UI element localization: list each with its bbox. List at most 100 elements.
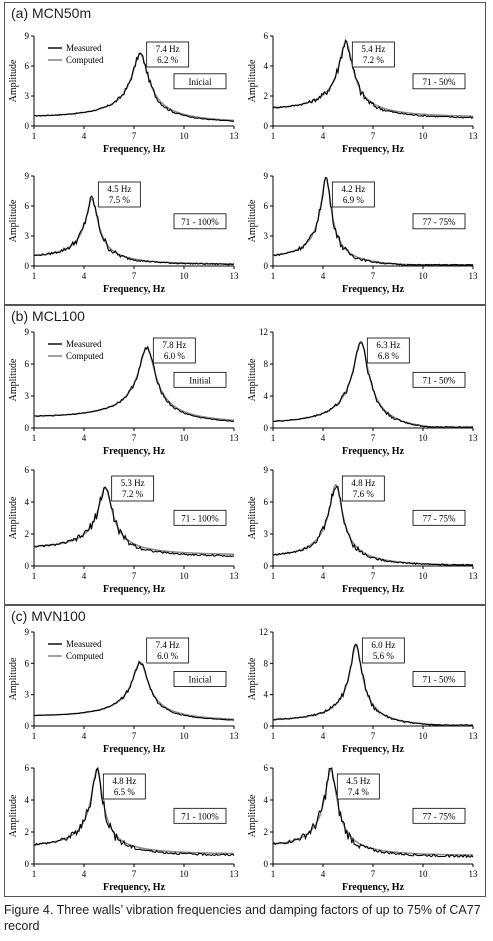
x-tick-label: 13	[230, 731, 240, 741]
section-a-title: (a) MCN50m	[11, 5, 92, 21]
series-line-measured	[33, 766, 235, 857]
x-tick-label: 4	[321, 869, 326, 879]
x-tick-label: 7	[132, 571, 137, 581]
frequency-label: 6.0 Hz	[371, 640, 395, 650]
y-tick-label: 2	[264, 91, 269, 101]
series-line-measured	[272, 643, 474, 727]
x-tick-label: 10	[180, 571, 190, 581]
x-tick-label: 4	[321, 433, 326, 443]
series-line-measured	[33, 345, 235, 422]
stage-label: 71 - 50%	[423, 77, 456, 87]
x-tick-label: 13	[469, 731, 479, 741]
y-tick-label: 0	[25, 423, 30, 433]
chart-9: 1 4 7 10 13 0 3 6 9 Frequency, Hz Amplitude 7.4 Hz6…	[8, 627, 239, 755]
y-tick-label: 0	[264, 423, 269, 433]
y-axis-label: Amplitude	[8, 794, 19, 837]
y-tick-label: 9	[264, 465, 269, 475]
x-tick-label: 4	[82, 869, 87, 879]
y-tick-label: 2	[25, 827, 30, 837]
y-axis-label: Amplitude	[8, 59, 19, 102]
series-line-measured	[272, 342, 474, 429]
series-line-measured	[272, 176, 474, 267]
y-tick-label: 6	[264, 201, 269, 211]
y-tick-label: 9	[264, 171, 269, 181]
y-tick-label: 4	[25, 795, 30, 805]
annotation-box	[102, 773, 146, 800]
legend-computed-label: Computed	[66, 651, 104, 661]
x-tick-label: 1	[271, 571, 276, 581]
stage-label: 71 - 50%	[423, 674, 456, 684]
x-tick-label: 10	[180, 131, 190, 141]
frequency-label: 5.3 Hz	[121, 478, 145, 488]
chart-10: 1 4 7 10 13 0 4 8 12 Frequency, Hz Amplitude 6.0 Hz…	[247, 627, 478, 755]
stage-box	[412, 371, 466, 388]
y-tick-label: 2	[264, 827, 269, 837]
y-tick-label: 3	[25, 231, 30, 241]
x-tick-label: 13	[230, 271, 240, 281]
stage-box	[173, 213, 227, 230]
section-c-title: (c) MVN100	[11, 608, 86, 624]
chart-1: 1 4 7 10 13 0 3 6 9 Frequency, Hz Amplitude 7.4 Hz6…	[8, 31, 239, 155]
y-axis-label: Amplitude	[247, 199, 258, 242]
x-axis-label: Frequency, Hz	[342, 882, 405, 893]
frequency-label: 7.8 Hz	[162, 340, 186, 350]
section-b-title: (b) MCL100	[11, 308, 85, 324]
damping-label: 6.2 %	[157, 55, 179, 65]
stage-box	[412, 213, 466, 230]
stage-label: Initial	[189, 375, 211, 385]
x-tick-label: 7	[371, 271, 376, 281]
x-tick-label: 4	[82, 131, 87, 141]
x-tick-label: 7	[132, 869, 137, 879]
x-tick-label: 10	[180, 869, 190, 879]
series-line-measured	[33, 195, 235, 266]
x-tick-label: 10	[180, 271, 190, 281]
y-tick-label: 12	[259, 327, 268, 337]
annotation-box	[361, 637, 405, 664]
damping-label: 6.5 %	[114, 787, 136, 797]
y-tick-label: 3	[25, 391, 30, 401]
annotation-box	[341, 475, 385, 502]
annotation-box	[152, 337, 196, 364]
x-tick-label: 1	[32, 131, 37, 141]
annotation-box	[146, 41, 190, 68]
x-tick-label: 10	[419, 131, 429, 141]
annotation-box	[331, 181, 375, 208]
section-c-box: (c) MVN100	[4, 605, 486, 897]
x-tick-label: 1	[32, 271, 37, 281]
y-axis-label: Amplitude	[247, 657, 258, 700]
stage-label: 71 - 100%	[181, 217, 219, 227]
y-tick-label: 9	[25, 327, 30, 337]
y-tick-label: 0	[264, 121, 269, 131]
y-axis-label: Amplitude	[247, 496, 258, 539]
stage-label: 77 - 75%	[423, 811, 456, 821]
y-tick-label: 8	[264, 359, 269, 369]
y-tick-label: 12	[259, 627, 268, 637]
x-axis-label: Frequency, Hz	[342, 584, 405, 595]
x-tick-label: 4	[321, 131, 326, 141]
stage-box	[173, 807, 227, 824]
series-line-measured	[33, 52, 235, 123]
x-axis-label: Frequency, Hz	[103, 584, 166, 595]
x-tick-label: 10	[419, 731, 429, 741]
x-tick-label: 1	[32, 433, 37, 443]
x-tick-label: 4	[82, 571, 87, 581]
annotation-box	[336, 773, 380, 800]
damping-label: 7.2 %	[122, 489, 144, 499]
figure-caption: Figure 4. Three walls’ vibration frequen…	[4, 903, 481, 933]
y-tick-label: 6	[25, 658, 30, 668]
series-line-measured	[272, 767, 474, 859]
annotation-box	[146, 637, 190, 664]
stage-label: Inicial	[189, 77, 212, 87]
stage-label: 77 - 75%	[423, 217, 456, 227]
y-tick-label: 9	[25, 627, 30, 637]
x-tick-label: 10	[419, 869, 429, 879]
x-tick-label: 1	[271, 131, 276, 141]
damping-label: 6.0 %	[157, 651, 179, 661]
y-tick-label: 6	[264, 31, 269, 41]
y-tick-label: 9	[25, 171, 30, 181]
legend-computed-label: Computed	[66, 351, 104, 361]
chart-11: 1 4 7 10 13 0 2 4 6 Frequency, Hz Amplitude 4.8 Hz6…	[8, 763, 239, 893]
x-tick-label: 13	[230, 131, 240, 141]
y-tick-label: 0	[25, 261, 30, 271]
